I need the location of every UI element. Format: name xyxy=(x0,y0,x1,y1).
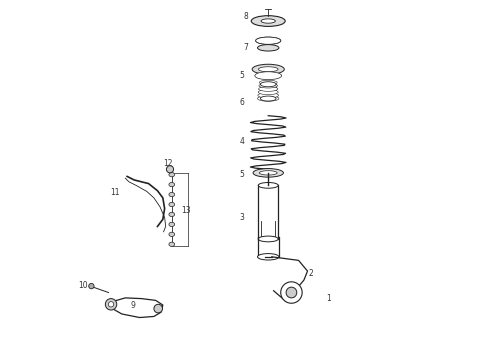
Ellipse shape xyxy=(260,82,276,87)
Text: 5: 5 xyxy=(240,170,245,179)
Ellipse shape xyxy=(258,90,278,95)
Ellipse shape xyxy=(259,86,278,91)
Ellipse shape xyxy=(169,222,174,226)
Ellipse shape xyxy=(281,282,302,303)
Text: 1: 1 xyxy=(327,294,331,303)
Ellipse shape xyxy=(258,183,278,188)
Text: 9: 9 xyxy=(130,301,135,310)
Ellipse shape xyxy=(89,283,94,289)
Ellipse shape xyxy=(258,93,279,98)
Ellipse shape xyxy=(259,171,277,175)
Ellipse shape xyxy=(286,287,297,298)
Ellipse shape xyxy=(258,236,278,242)
Ellipse shape xyxy=(255,72,282,80)
Ellipse shape xyxy=(169,192,174,197)
Text: 10: 10 xyxy=(78,281,88,290)
Text: 4: 4 xyxy=(240,137,245,146)
Text: 3: 3 xyxy=(240,213,245,222)
Ellipse shape xyxy=(252,64,284,74)
Ellipse shape xyxy=(105,298,117,310)
Ellipse shape xyxy=(108,302,114,307)
Ellipse shape xyxy=(261,19,275,23)
Text: 11: 11 xyxy=(110,188,119,197)
Ellipse shape xyxy=(169,242,174,247)
Ellipse shape xyxy=(256,37,281,44)
Ellipse shape xyxy=(258,45,279,51)
Ellipse shape xyxy=(258,253,279,260)
Ellipse shape xyxy=(253,168,283,177)
Ellipse shape xyxy=(169,172,174,177)
Ellipse shape xyxy=(259,80,277,85)
Ellipse shape xyxy=(169,232,174,237)
Ellipse shape xyxy=(169,212,174,217)
Text: 7: 7 xyxy=(243,43,248,52)
Text: 13: 13 xyxy=(181,206,191,215)
Ellipse shape xyxy=(167,166,173,173)
Text: 5: 5 xyxy=(240,71,245,80)
Ellipse shape xyxy=(251,16,285,26)
Ellipse shape xyxy=(260,96,276,101)
Ellipse shape xyxy=(259,84,277,88)
Ellipse shape xyxy=(154,304,163,313)
Ellipse shape xyxy=(258,96,279,101)
Ellipse shape xyxy=(258,67,278,72)
Text: 6: 6 xyxy=(240,98,245,107)
Ellipse shape xyxy=(169,202,174,207)
Text: 2: 2 xyxy=(308,269,313,278)
Ellipse shape xyxy=(256,37,281,44)
Text: 12: 12 xyxy=(163,159,173,168)
Text: 8: 8 xyxy=(243,12,248,21)
Ellipse shape xyxy=(169,183,174,187)
